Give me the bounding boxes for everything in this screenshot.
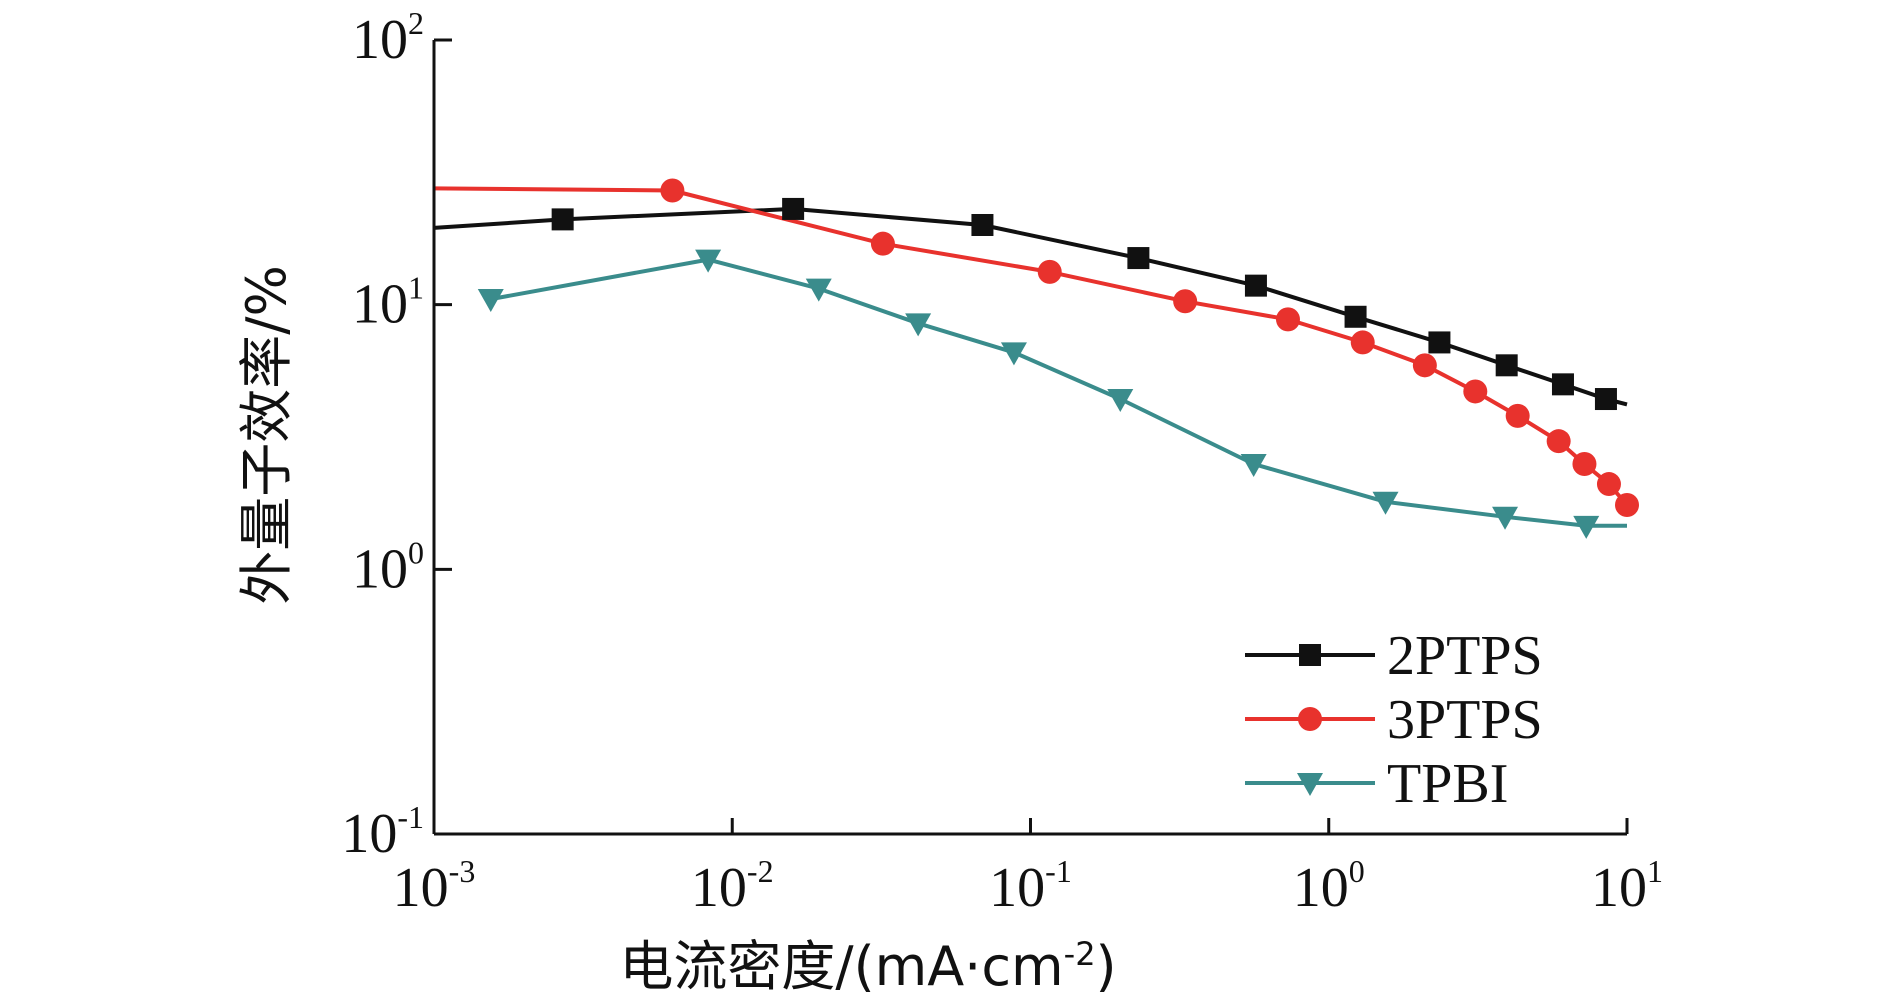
data-point-3PTPS-2 bbox=[870, 231, 895, 256]
y-tick-label-1: 100 bbox=[352, 534, 424, 600]
y-tick-label-0: 10-1 bbox=[341, 799, 424, 865]
y-tick-label-3: 102 bbox=[352, 5, 424, 71]
data-point-3PTPS-7 bbox=[1412, 353, 1437, 378]
legend-label-TPBI: TPBI bbox=[1387, 753, 1508, 815]
data-point-3PTPS-5 bbox=[1275, 307, 1300, 332]
data-point-3PTPS-1 bbox=[660, 178, 685, 203]
data-point-2PTPS-6 bbox=[1344, 305, 1367, 328]
x-tick-label-0: 10-3 bbox=[393, 853, 476, 919]
data-point-2PTPS-4 bbox=[1127, 247, 1150, 270]
y-tick-label-2: 101 bbox=[352, 270, 424, 336]
data-point-2PTPS-2 bbox=[782, 197, 805, 220]
data-point-2PTPS-10 bbox=[1594, 388, 1617, 411]
data-point-3PTPS-3 bbox=[1037, 259, 1062, 284]
ticks bbox=[432, 38, 1629, 836]
data-point-TPBI-8 bbox=[1492, 506, 1519, 530]
x-tick-label-4: 101 bbox=[1591, 853, 1663, 919]
series-line-TPBI bbox=[490, 257, 1627, 528]
series-lines bbox=[433, 186, 1629, 528]
data-point-TPBI-6 bbox=[1240, 454, 1267, 478]
x-axis-title: 电流密度/(mA·cm-2) bbox=[619, 935, 1116, 998]
data-point-3PTPS-10 bbox=[1546, 429, 1571, 454]
data-point-3PTPS-4 bbox=[1173, 289, 1198, 314]
y-axis-title: 外量子效率/% bbox=[235, 265, 298, 605]
tick-labels: 10-3 10-2 10-1 100 101 10-1 100 101 102 bbox=[341, 5, 1663, 919]
data-point-3PTPS-12 bbox=[1596, 472, 1621, 497]
data-point-2PTPS-9 bbox=[1551, 373, 1574, 396]
x-tick-label-1: 10-2 bbox=[691, 853, 774, 919]
data-point-2PTPS-1 bbox=[551, 208, 574, 231]
data-point-3PTPS-9 bbox=[1505, 403, 1530, 428]
data-point-TPBI-4 bbox=[1000, 342, 1027, 366]
data-point-TPBI-7 bbox=[1372, 491, 1399, 515]
legend-label-2PTPS: 2PTPS bbox=[1387, 625, 1543, 687]
legend-marker-2PTPS bbox=[1299, 644, 1321, 666]
data-point-3PTPS-11 bbox=[1572, 452, 1597, 477]
legend-marker-TPBI bbox=[1297, 773, 1323, 796]
data-point-3PTPS-8 bbox=[1463, 379, 1488, 404]
data-point-2PTPS-3 bbox=[971, 213, 994, 236]
data-point-3PTPS-6 bbox=[1350, 330, 1375, 355]
data-point-3PTPS-13 bbox=[1615, 493, 1639, 518]
data-point-TPBI-5 bbox=[1107, 389, 1134, 413]
data-point-TPBI-9 bbox=[1573, 515, 1600, 539]
data-point-TPBI-1 bbox=[695, 249, 722, 273]
x-tick-label-3: 100 bbox=[1293, 853, 1365, 919]
series-line-2PTPS bbox=[433, 206, 1628, 407]
legend-label-3PTPS: 3PTPS bbox=[1387, 689, 1543, 751]
data-point-TPBI-0 bbox=[477, 289, 504, 313]
data-point-2PTPS-5 bbox=[1244, 274, 1267, 297]
data-point-2PTPS-7 bbox=[1428, 331, 1451, 354]
series-markers bbox=[477, 178, 1639, 539]
data-point-2PTPS-8 bbox=[1495, 354, 1518, 377]
data-point-TPBI-3 bbox=[905, 313, 932, 337]
x-tick-label-2: 10-1 bbox=[989, 853, 1072, 919]
data-point-TPBI-2 bbox=[805, 278, 832, 302]
legend-marker-3PTPS bbox=[1298, 707, 1322, 731]
